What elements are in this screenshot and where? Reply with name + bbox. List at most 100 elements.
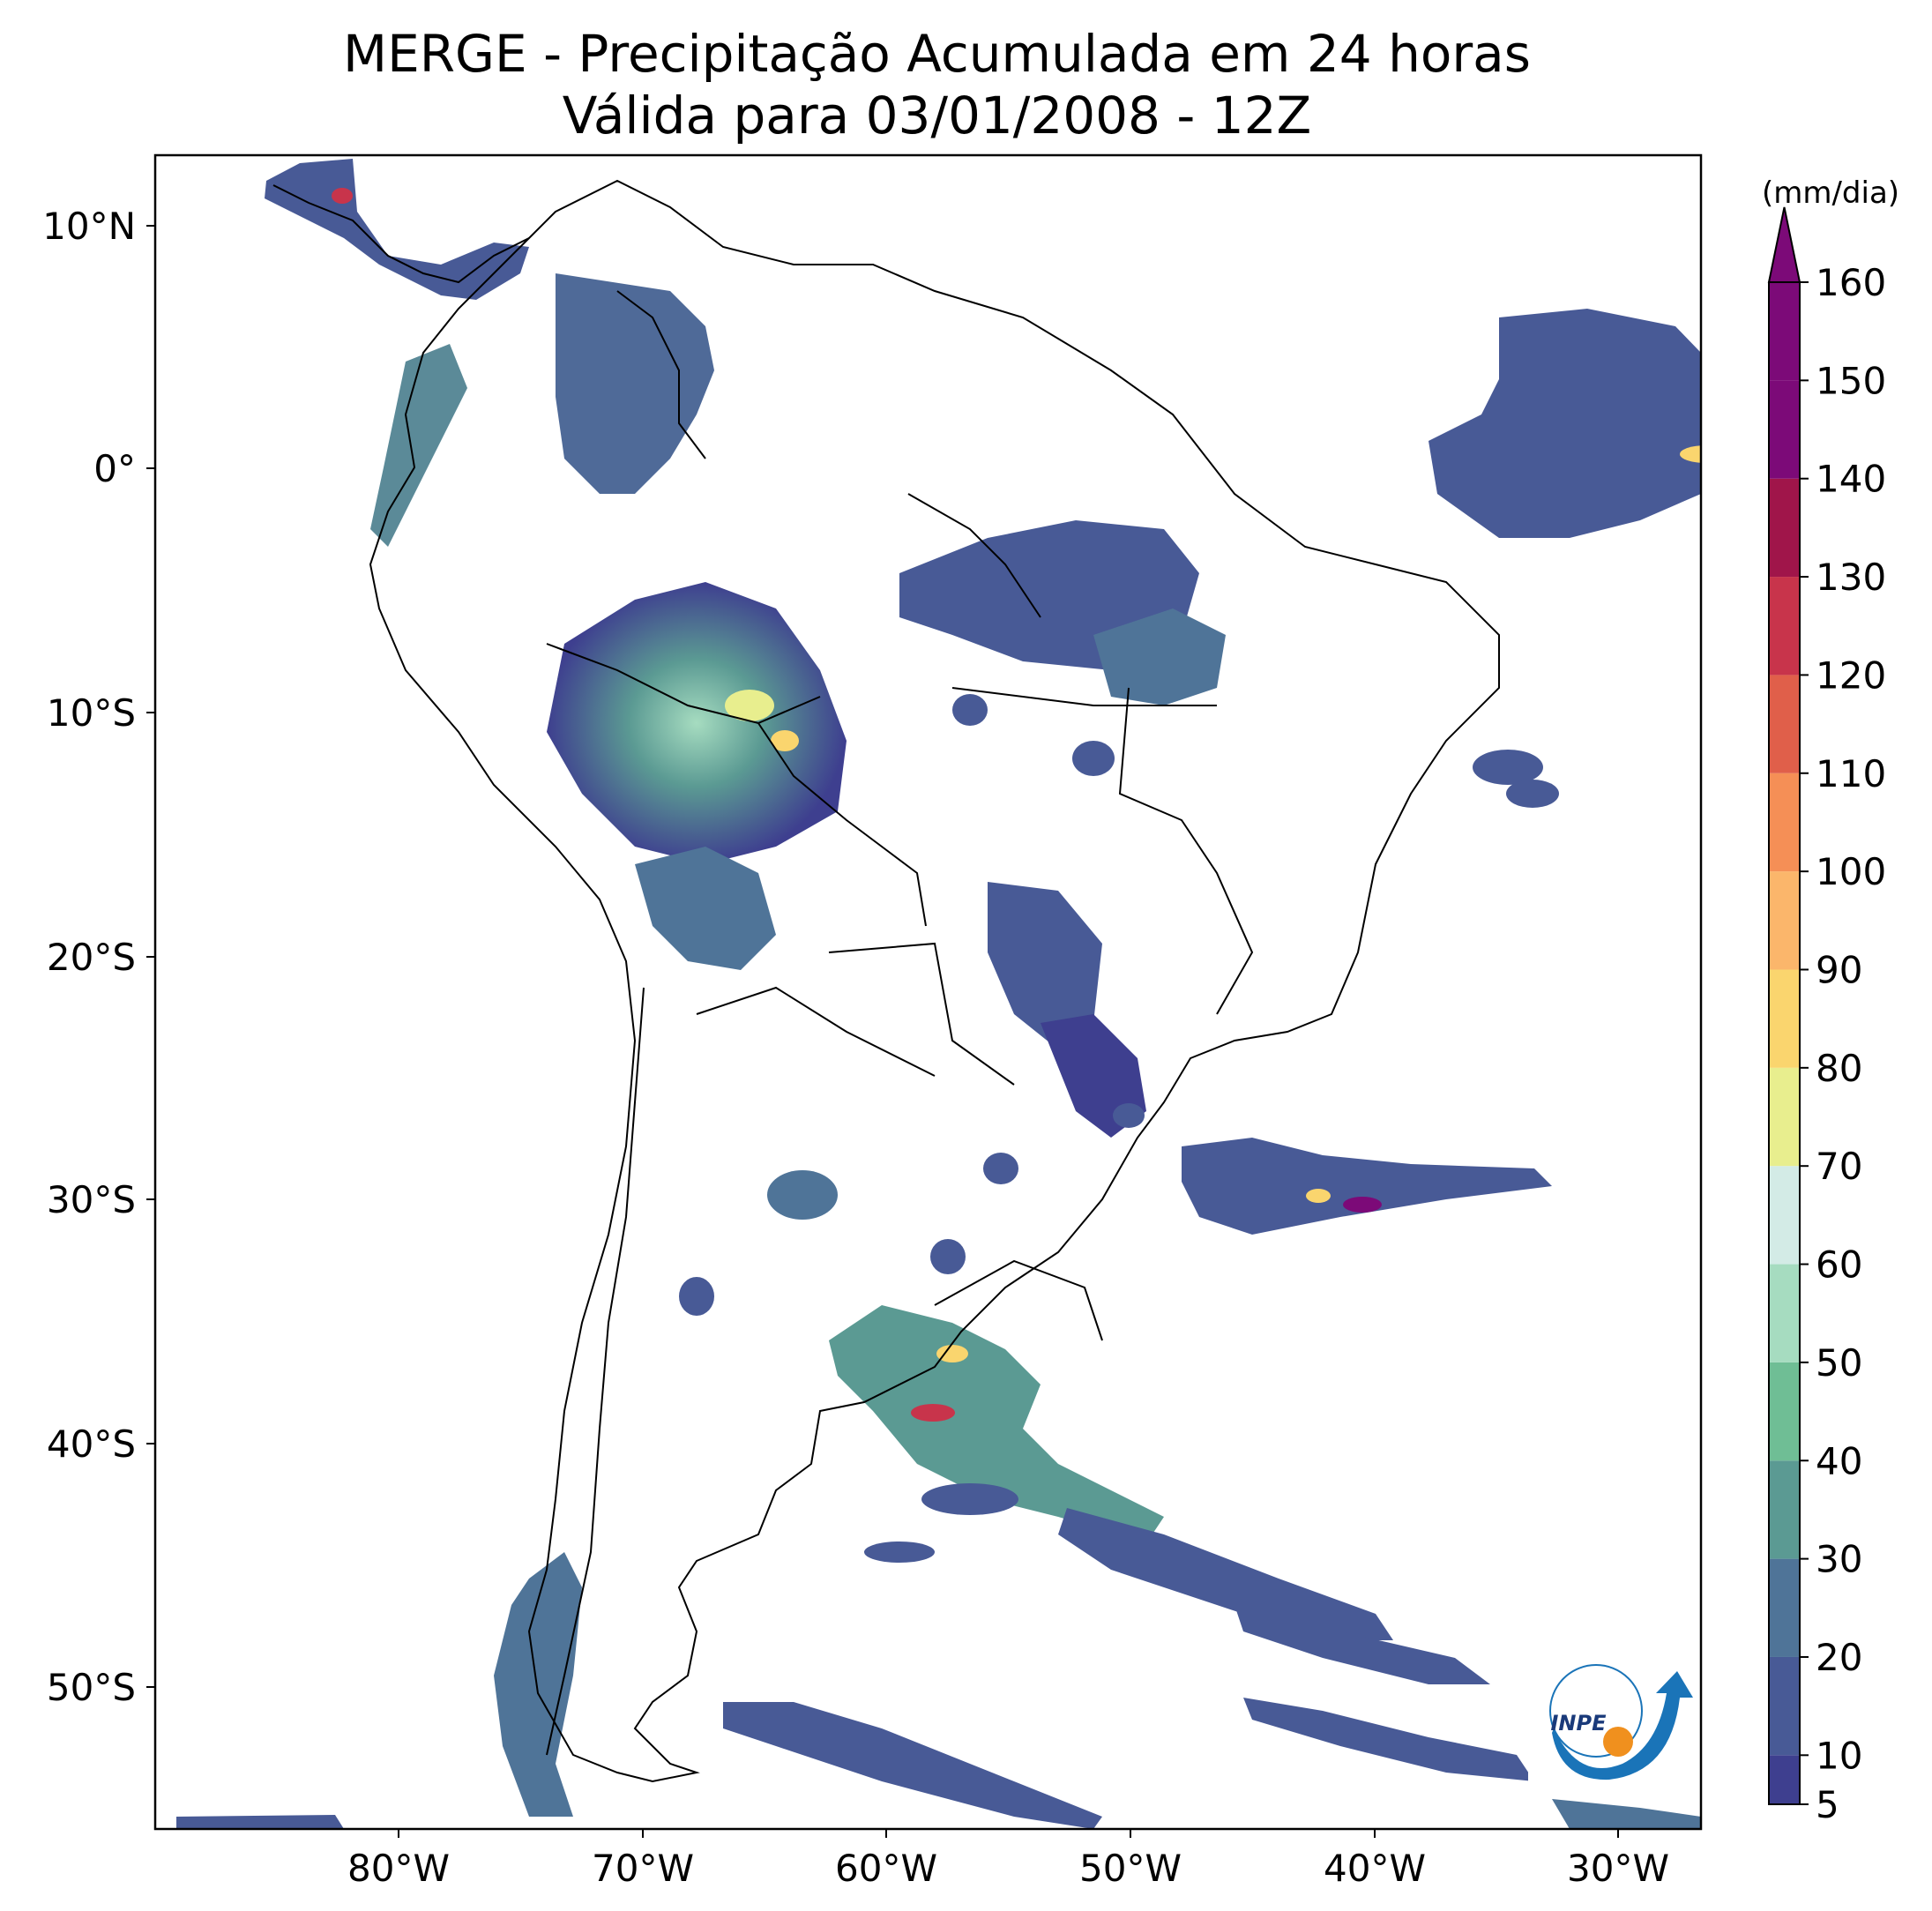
colorbar-tick-label: 40 <box>1816 1439 1862 1482</box>
logo-swoosh-icon <box>1552 1671 1693 1780</box>
lat-label-10s: 10°S <box>47 691 136 735</box>
precip-spot-7 <box>864 1541 935 1563</box>
coastlines <box>272 179 1500 1783</box>
colorbar-tick-label: 50 <box>1816 1341 1862 1385</box>
logo-orbit-icon <box>1549 1664 1643 1758</box>
precip-band-south-4 <box>1243 1698 1534 1781</box>
colorbar-tick-label: 120 <box>1816 653 1886 697</box>
colorbar-segment <box>1769 969 1800 1068</box>
precip-spot-6 <box>921 1483 1018 1515</box>
precip-region-central-brazil <box>988 882 1102 1049</box>
colorbar-segment <box>1769 675 1800 773</box>
colorbar-tick-label: 30 <box>1816 1538 1862 1581</box>
colorbar-outline <box>1768 281 1801 1805</box>
border-argentina-north <box>696 986 936 1077</box>
precip-region-ecuador <box>370 344 467 547</box>
lat-label-30s: 30°S <box>47 1178 136 1221</box>
colorbar-tick-label: 70 <box>1816 1145 1862 1188</box>
border-brazil-states <box>1118 687 1254 1015</box>
colorbar-segment <box>1769 1362 1800 1461</box>
colorbar-segment <box>1769 1656 1800 1756</box>
map-frame <box>155 155 1701 1829</box>
central-america-coastline <box>272 184 530 284</box>
colorbar-segment <box>1769 282 1800 381</box>
precip-region-atlantic-north <box>1428 309 1701 538</box>
precip-band-south-2 <box>1235 1605 1490 1684</box>
precipitation-layer <box>176 159 1701 1829</box>
border-brazil-interior <box>951 687 1217 706</box>
colorbar-unit: (mm/dia) <box>1762 175 1899 211</box>
colorbar-tick-label: 80 <box>1816 1047 1862 1090</box>
border-argentina-chile <box>546 987 645 1756</box>
lat-label-10n: 10°N <box>42 205 136 248</box>
colorbar-segment <box>1769 1460 1800 1559</box>
map-border <box>153 153 1703 1831</box>
precip-hotspot-amazon-2 <box>771 730 799 751</box>
colorbar-tick-label: 110 <box>1816 752 1886 795</box>
title-line-1: MERGE - Precipitação Acumulada em 24 hor… <box>343 24 1531 84</box>
logo-text: INPE <box>1551 1711 1608 1736</box>
precip-region-argentina <box>829 1305 1164 1543</box>
border-bolivia-brazil <box>757 722 927 927</box>
precip-spot-2 <box>983 1153 1018 1184</box>
colorbar-tick-label: 20 <box>1816 1636 1862 1679</box>
precip-band-south-3 <box>723 1702 1102 1829</box>
colorbar-tick-label: 10 <box>1816 1734 1862 1777</box>
precip-spot-argentina-2 <box>936 1345 968 1362</box>
logo-sun-icon <box>1603 1727 1633 1757</box>
border-colombia-venezuela <box>616 290 706 459</box>
colorbar-tick-label: 5 <box>1816 1783 1839 1826</box>
precip-spot-atlantic-north-1 <box>1473 750 1543 785</box>
lon-label-60w: 60°W <box>835 1847 937 1890</box>
lat-label-50s: 50°S <box>47 1666 136 1709</box>
border-peru-brazil <box>546 643 821 725</box>
precip-region-central-america <box>265 159 529 300</box>
colorbar-tick-label: 160 <box>1816 261 1886 304</box>
colorbar-segment <box>1769 1558 1800 1657</box>
precip-spot-3 <box>1113 1103 1145 1128</box>
precip-hotspot-central-america <box>332 188 353 204</box>
precip-spot-4 <box>930 1239 966 1274</box>
precip-region-patagonia <box>494 1552 582 1817</box>
lon-label-40w: 40°W <box>1324 1847 1426 1890</box>
colorbar-extend-arrow <box>1767 206 1801 283</box>
precip-band-south-5 <box>1552 1799 1701 1829</box>
colorbar-segment <box>1769 1264 1800 1362</box>
precip-spot-8 <box>1506 780 1559 808</box>
precip-hotspot-atlantic-south <box>1343 1197 1382 1213</box>
colorbar-segment <box>1769 1166 1800 1265</box>
precip-hotspot-argentina <box>911 1404 955 1422</box>
lat-label-40s: 40°S <box>47 1422 136 1466</box>
colorbar-segment <box>1769 773 1800 872</box>
colorbar-tick-label: 90 <box>1816 948 1862 991</box>
colorbar-segment <box>1769 1067 1800 1167</box>
colorbar-tick-label: 60 <box>1816 1243 1862 1287</box>
border-brazil-north <box>907 493 1041 618</box>
precip-hotspot-atlantic <box>1680 445 1701 463</box>
border-uruguay <box>934 1259 1103 1341</box>
colorbar-segment <box>1769 1755 1800 1804</box>
colorbar-segment <box>1769 478 1800 578</box>
lon-label-80w: 80°W <box>347 1847 450 1890</box>
lat-label-20s: 20°S <box>47 936 136 979</box>
lon-label-70w: 70°W <box>592 1847 694 1890</box>
precip-spot-9 <box>1072 741 1115 776</box>
precip-spot-10 <box>952 694 988 726</box>
precip-region-atlantic-south <box>1182 1138 1552 1235</box>
precip-region-amazon-east <box>1093 608 1226 705</box>
colorbar-segment <box>1769 871 1800 970</box>
lat-label-0: 0° <box>93 447 136 490</box>
lon-axis: 80°W 70°W 60°W 50°W 40°W 30°W <box>347 1829 1669 1890</box>
colorbar-tick-label: 140 <box>1816 458 1886 501</box>
south-america-coastline <box>369 179 1500 1783</box>
border-paraguay <box>828 942 1015 1086</box>
precip-band-south-6 <box>176 1815 344 1829</box>
precip-spot-atlantic-south-2 <box>1306 1189 1331 1203</box>
precip-spot-1 <box>767 1170 838 1220</box>
precip-region-bolivia <box>635 847 776 970</box>
precip-region-amazon-west <box>547 582 847 864</box>
lon-label-50w: 50°W <box>1079 1847 1182 1890</box>
inpe-logo: INPE <box>1528 1658 1693 1781</box>
colorbar-tick-label: 100 <box>1816 850 1886 893</box>
